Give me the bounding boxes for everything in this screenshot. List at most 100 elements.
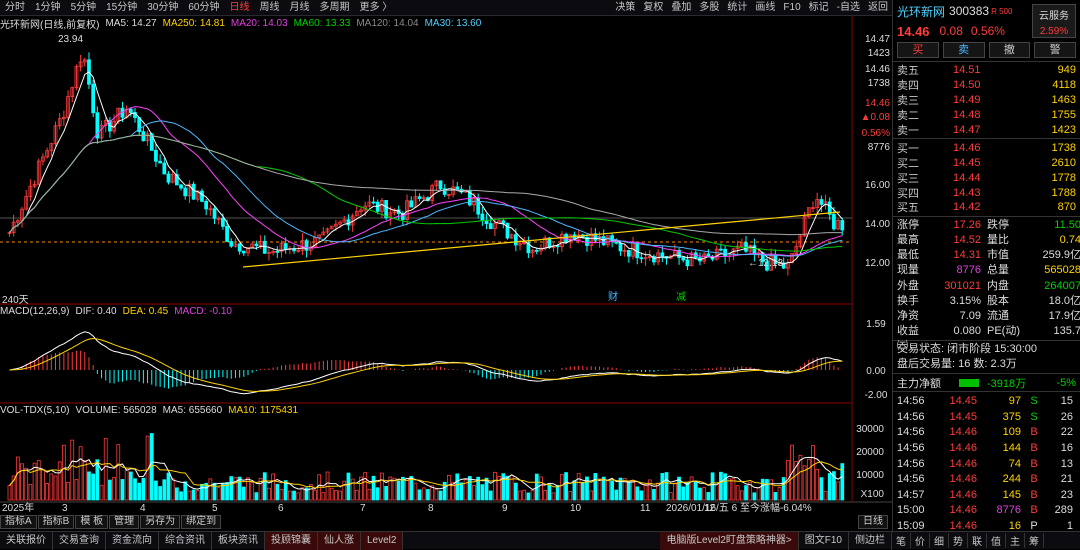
indicator-tab-1[interactable]: 指标B (37, 515, 75, 529)
period-tab-6[interactable]: 日线 (229, 1, 250, 13)
bottom-tab-7[interactable]: Level2 (361, 531, 404, 550)
tool-3[interactable]: 多股 (699, 1, 720, 13)
volume-bar (396, 480, 401, 501)
volume-bar (756, 487, 761, 501)
quote-tab-5[interactable]: 值 (987, 533, 1006, 548)
indicator-tab-0[interactable]: 指标A (0, 515, 37, 529)
period-tab-3[interactable]: 15分钟 (106, 1, 138, 13)
volume-bar (367, 488, 372, 501)
asks-row: 卖一 14.47 1423 (893, 123, 1080, 138)
candle-body (513, 234, 518, 246)
high-price-label: 23.94 (58, 34, 83, 45)
volume-bar (580, 481, 585, 501)
quote-tab-3[interactable]: 势 (949, 533, 968, 548)
period-tab-0[interactable]: 分时 (5, 1, 25, 13)
chart-title: 光环新网(日线,前复权) (0, 20, 100, 31)
period-tab-5[interactable]: 60分钟 (188, 1, 220, 13)
volume-bar (560, 474, 564, 501)
volume-bar (438, 490, 443, 501)
tick-cell: 244 (1002, 473, 1021, 486)
volume-bar (36, 460, 41, 501)
day-tab[interactable]: 日线 (858, 515, 888, 529)
bottom-tab-2[interactable]: 资金流向 (106, 531, 159, 550)
quote-tab-7[interactable]: 筹 (1025, 533, 1044, 548)
period-tab-7[interactable]: 周线 (259, 1, 280, 13)
action-button-0[interactable]: 买 (897, 42, 939, 58)
volume-bar (409, 476, 414, 501)
indicator-tab-2[interactable]: 模 板 (75, 515, 109, 529)
after-hours: 盘后交易量: 16 数: 2.3万 (897, 358, 1017, 371)
stat-value: 8776 (956, 264, 981, 277)
bottom-tab-1[interactable]: 交易查询 (53, 531, 106, 550)
quote-tab-1[interactable]: 价 (911, 533, 930, 548)
volume-bar (62, 444, 66, 501)
candle-body (815, 199, 820, 208)
volume-bar (610, 480, 614, 501)
tool-6[interactable]: F10 (783, 1, 801, 13)
tool-1[interactable]: 复权 (643, 1, 664, 13)
indicator-tab-4[interactable]: 另存为 (140, 515, 181, 529)
stat-value: 14.31 (953, 249, 981, 262)
volume-bar (204, 482, 209, 501)
volume-bar (652, 488, 656, 501)
action-button-2[interactable]: 撤 (988, 42, 1031, 58)
sector-badge[interactable]: 云服务 2.59% (1032, 4, 1076, 38)
candle-body (338, 221, 342, 225)
period-tab-1[interactable]: 1分钟 (35, 1, 61, 13)
volume-bar (371, 475, 376, 501)
candle-body (832, 213, 836, 230)
indicator-tab-5[interactable]: 绑定到 (181, 515, 222, 529)
stat-value: 0.74 (1059, 234, 1080, 247)
candle-body (308, 246, 313, 251)
bottom-right-0[interactable]: 图文F10 (799, 531, 849, 550)
candle-body (304, 240, 309, 251)
bottom-tab-3[interactable]: 综合资讯 (159, 531, 212, 550)
period-tab-9[interactable]: 多周期 (319, 1, 350, 13)
tick-cell: 14:56 (897, 473, 925, 486)
volume-bar (719, 471, 723, 501)
bottom-tab-0[interactable]: 关联报价 (0, 531, 53, 550)
quote-tab-0[interactable]: 笔 (892, 533, 911, 548)
tool-2[interactable]: 叠加 (671, 1, 692, 13)
bottom-tab-6[interactable]: 仙人涨 (318, 531, 361, 550)
promo-link[interactable]: 电脑版Level2盯盘策略神器> (660, 531, 799, 550)
volume-bar (447, 474, 451, 501)
candle-body (739, 242, 744, 247)
price-axis-label: 14.47 (865, 34, 890, 45)
tool-5[interactable]: 画线 (755, 1, 776, 13)
indicator-tab-3[interactable]: 管理 (109, 515, 140, 529)
candle-body (262, 240, 267, 254)
stat-label: 股本 (987, 294, 1009, 307)
candle-body (534, 250, 539, 252)
quote-tab-4[interactable]: 联 (968, 533, 987, 548)
tool-4[interactable]: 统计 (727, 1, 748, 13)
quote-tab-2[interactable]: 细 (930, 533, 949, 548)
stat-label: 市值 (987, 249, 1009, 262)
main-flow-bar (959, 378, 979, 387)
tool-0[interactable]: 决策 (615, 1, 636, 13)
volume-bar (53, 475, 58, 501)
bottom-right-1[interactable]: 侧边栏 (849, 531, 892, 550)
period-tab-10[interactable]: 更多 〉 (359, 1, 393, 13)
action-button-3[interactable]: 警 (1034, 42, 1076, 58)
volume-bar (522, 489, 527, 501)
stat-label: 流通 (987, 310, 1009, 323)
period-tab-2[interactable]: 5分钟 (70, 1, 97, 13)
tool-8[interactable]: -自选 (836, 1, 860, 13)
candle-body (241, 250, 246, 254)
period-tab-4[interactable]: 30分钟 (147, 1, 179, 13)
bottom-tab-4[interactable]: 板块资讯 (212, 531, 265, 550)
tool-7[interactable]: 标记 (808, 1, 829, 13)
volume-bar (103, 437, 108, 501)
period-tab-8[interactable]: 月线 (289, 1, 310, 13)
quote-tab-6[interactable]: 主 (1006, 533, 1025, 548)
volume-bar (794, 461, 799, 501)
kline-chart[interactable]: 23.94 ←12.13 财 减 14.47 1423 14.46 1738 14.46 ▲0.0… (0, 0, 892, 531)
tool-9[interactable]: 返回 (868, 1, 888, 13)
volume-bar (526, 492, 531, 501)
action-button-1[interactable]: 卖 (942, 42, 985, 58)
volume-bar (7, 485, 12, 501)
volume-bar (689, 476, 694, 501)
bottom-tab-5[interactable]: 投顾锦囊 (265, 531, 318, 550)
volume-bar (505, 475, 510, 501)
